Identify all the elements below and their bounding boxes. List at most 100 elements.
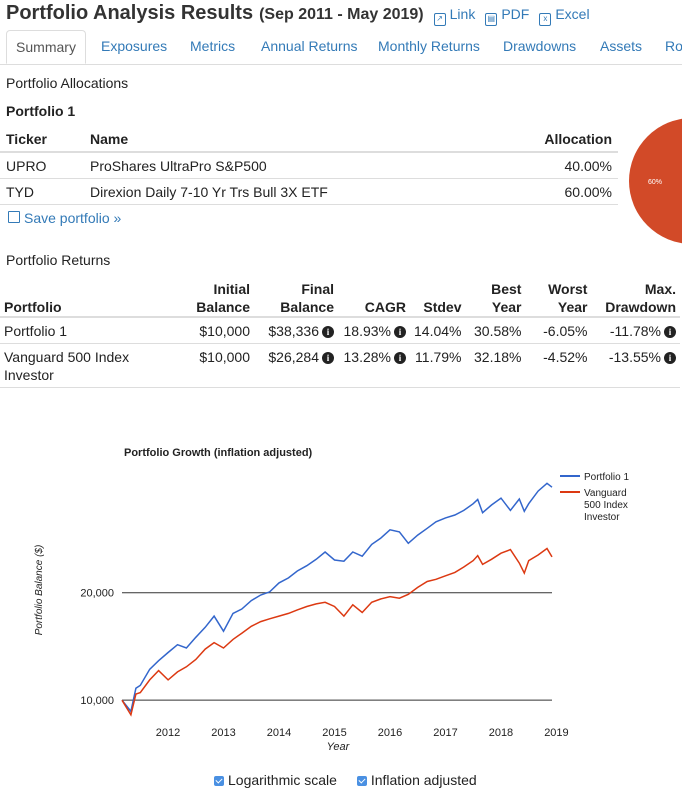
link-button[interactable]: ↗ Link (433, 6, 475, 26)
chart-series (121, 482, 553, 717)
portfolio-growth-chart: Portfolio Growth (inflation adjusted) 20… (34, 447, 629, 753)
save-icon (8, 211, 20, 223)
table-row: UPRO ProShares UltraPro S&P500 40.00% (0, 152, 618, 179)
tab-ro[interactable]: Ro (665, 38, 682, 54)
ticker-cell: UPRO (0, 152, 84, 179)
best-year-cell: 32.18% (465, 343, 526, 388)
results-header: Portfolio Analysis Results (Sep 2011 - M… (6, 2, 590, 28)
col-allocation: Allocation (488, 127, 618, 153)
final-balance-cell: $38,336 i (254, 317, 338, 344)
name-cell: ProShares UltraPro S&P500 (84, 152, 489, 179)
allocations-table: Ticker Name Allocation UPRO ProShares Ul… (0, 127, 618, 205)
save-portfolio-link[interactable]: Save portfolio » (8, 210, 121, 226)
tab-annual-returns[interactable]: Annual Returns (261, 38, 358, 54)
returns-table: Portfolio Initial Balance Final Balance CA… (0, 278, 680, 388)
info-icon[interactable]: i (394, 351, 406, 364)
col-stdev: Stdev (410, 278, 466, 318)
x-tick-label: 2018 (489, 727, 513, 739)
portfolio-cell: Vanguard 500 Index Investor (0, 343, 178, 388)
x-tick-label: 2016 (378, 727, 402, 739)
excel-file-icon: x (539, 13, 552, 26)
pie-slice-label: 60% (648, 179, 662, 186)
returns-heading: Portfolio Returns (6, 252, 111, 268)
initial-balance-cell: $10,000 (178, 317, 254, 344)
stdev-cell: 11.79% (410, 343, 466, 388)
chart-legend: Portfolio 1 Vanguard 500 Index Investor (560, 472, 629, 523)
inflation-adjusted-checkbox[interactable]: Inflation adjusted (356, 772, 477, 788)
tab-metrics[interactable]: Metrics (190, 38, 236, 54)
cagr-cell: 18.93% i (338, 317, 410, 344)
worst-year-cell: -4.52% (525, 343, 592, 388)
portfolio-cell: Portfolio 1 (0, 317, 178, 344)
final-balance-cell: $26,284 i (254, 343, 338, 388)
chart-options: Logarithmic scale Inflation adjusted (214, 772, 477, 788)
tab-monthly-returns[interactable]: Monthly Returns (378, 38, 480, 54)
stdev-cell: 14.04% (410, 317, 466, 344)
ticker-cell: TYD (0, 178, 84, 205)
excel-button[interactable]: x Excel (539, 6, 590, 26)
pie-slice-tyd (629, 118, 682, 244)
series-line-2 (121, 547, 553, 717)
y-axis-label: Portfolio Balance ($) (34, 545, 45, 636)
worst-year-cell: -6.05% (525, 317, 592, 344)
y-axis-ticks: 10,000 20,000 (80, 588, 114, 707)
col-portfolio: Portfolio (0, 278, 178, 318)
checkbox-checked-icon (356, 776, 367, 786)
chart-title: Portfolio Growth (inflation adjusted) (124, 447, 313, 459)
chart-grid (122, 592, 552, 701)
col-name: Name (84, 127, 489, 153)
x-tick-label: 2013 (211, 727, 235, 739)
info-icon[interactable]: i (664, 351, 676, 364)
col-best-year: Best Year (465, 278, 526, 318)
table-header-row: Ticker Name Allocation (0, 127, 618, 153)
x-tick-label: 2015 (322, 727, 346, 739)
x-tick-label: 2014 (267, 727, 291, 739)
date-range: (Sep 2011 - May 2019) (259, 6, 424, 23)
series-line-1 (121, 482, 553, 714)
y-tick-label: 20,000 (80, 588, 114, 600)
col-cagr: CAGR (338, 278, 410, 318)
tab-assets[interactable]: Assets (600, 38, 643, 54)
table-row: Vanguard 500 Index Investor $10,000 $26,… (0, 343, 680, 388)
allocations-heading: Portfolio Allocations (6, 75, 129, 91)
x-tick-label: 2019 (544, 727, 568, 739)
x-tick-label: 2012 (156, 727, 180, 739)
x-axis-ticks: 2012 2013 2014 2015 2016 2017 2018 2019 (156, 727, 569, 739)
table-row: Portfolio 1 $10,000 $38,336 i 18.93% i 14.… (0, 317, 680, 344)
legend-entry: Portfolio 1 (584, 472, 629, 483)
tab-summary[interactable]: Summary (6, 30, 86, 64)
allocation-pie-chart: 60% (629, 118, 682, 244)
info-icon[interactable]: i (394, 326, 406, 338)
pdf-button[interactable]: ▤ PDF (485, 6, 529, 26)
table-row: TYD Direxion Daily 7-10 Yr Trs Bull 3X E… (0, 178, 618, 205)
info-icon[interactable]: i (664, 326, 676, 338)
best-year-cell: 30.58% (465, 317, 526, 344)
info-icon[interactable]: i (322, 326, 334, 338)
pdf-file-icon: ▤ (485, 13, 498, 26)
info-icon[interactable]: i (322, 351, 334, 364)
tab-drawdowns[interactable]: Drawdowns (503, 38, 577, 54)
tab-exposures[interactable]: Exposures (101, 38, 168, 54)
legend-entry: Vanguard 500 Index Investor (584, 488, 628, 523)
checkbox-checked-icon (214, 776, 224, 786)
col-ticker: Ticker (0, 127, 84, 153)
results-tabs: Summary Exposures Metrics Annual Returns… (0, 30, 682, 65)
col-initial-balance: Initial Balance (178, 278, 254, 318)
max-drawdown-cell: -11.78% i (591, 317, 680, 344)
col-max-drawdown: Max. Drawdown (591, 278, 680, 318)
allocation-cell: 60.00% (488, 178, 618, 205)
cagr-cell: 13.28% i (338, 343, 410, 388)
table-header-row: Portfolio Initial Balance Final Balance CA… (0, 278, 680, 318)
initial-balance-cell: $10,000 (178, 343, 254, 388)
name-cell: Direxion Daily 7-10 Yr Trs Bull 3X ETF (84, 178, 489, 205)
x-axis-label: Year (327, 741, 351, 753)
page-title: Portfolio Analysis Results (6, 2, 254, 24)
log-scale-checkbox[interactable]: Logarithmic scale (214, 772, 337, 788)
external-link-icon: ↗ (433, 13, 446, 26)
portfolio-name: Portfolio 1 (6, 103, 76, 119)
y-tick-label: 10,000 (80, 695, 114, 707)
x-tick-label: 2017 (433, 727, 457, 739)
col-final-balance: Final Balance (254, 278, 338, 318)
max-drawdown-cell: -13.55% i (591, 343, 680, 388)
col-worst-year: Worst Year (525, 278, 592, 318)
